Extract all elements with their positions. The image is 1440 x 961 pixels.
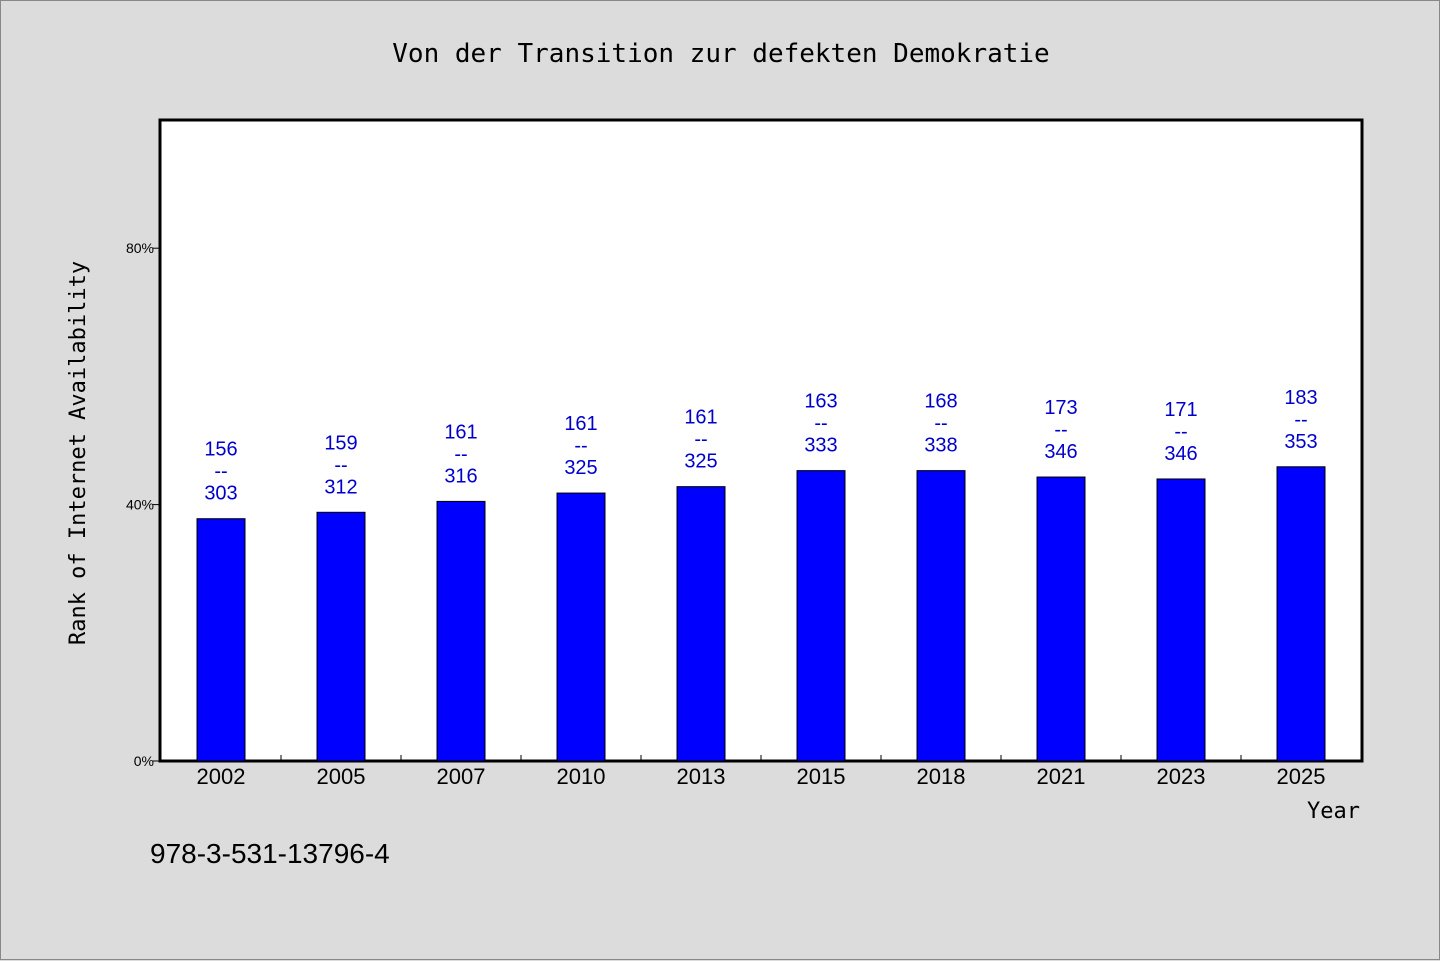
- data-label-top-2013: 161: [684, 407, 717, 429]
- data-label-top-2025: 183: [1284, 387, 1317, 409]
- y-tick-label-40: 40%: [126, 497, 154, 513]
- bar-2023: [1156, 478, 1206, 762]
- data-label-top-2010: 161: [564, 413, 597, 435]
- x-tick-label-2013: 2013: [677, 764, 726, 789]
- bar-2021: [1036, 476, 1086, 762]
- x-tick-label-2002: 2002: [197, 764, 246, 789]
- data-label-bottom-2002: 303: [204, 483, 237, 505]
- data-label-bottom-2010: 325: [564, 457, 597, 479]
- data-label-bottom-2007: 316: [444, 465, 477, 487]
- y-axis-label: Rank of Internet Availability: [66, 261, 91, 645]
- data-label-top-2002: 156: [204, 439, 237, 461]
- data-label-bottom-2013: 325: [684, 451, 717, 473]
- bars-group: [196, 466, 1326, 762]
- data-label-sep-2021: --: [1054, 419, 1067, 441]
- data-label-top-2005: 159: [324, 432, 357, 454]
- data-label-top-2018: 168: [924, 391, 957, 413]
- data-label-top-2015: 163: [804, 391, 837, 413]
- x-axis: 2002 2005 2007 2010 2013 2015 2018 2021 2023 2025: [197, 755, 1326, 789]
- data-label-sep-2002: --: [214, 461, 227, 483]
- data-label-sep-2007: --: [454, 443, 467, 465]
- data-label-sep-2010: --: [574, 435, 587, 457]
- data-label-sep-2005: --: [334, 454, 347, 476]
- x-tick-label-2025: 2025: [1277, 764, 1326, 789]
- data-label-sep-2013: --: [694, 429, 707, 451]
- x-tick-label-2021: 2021: [1037, 764, 1086, 789]
- bar-2018: [916, 470, 966, 762]
- data-label-bottom-2025: 353: [1284, 431, 1317, 453]
- x-tick-label-2023: 2023: [1157, 764, 1206, 789]
- data-label-bottom-2021: 346: [1044, 441, 1077, 463]
- data-label-bottom-2005: 312: [324, 476, 357, 498]
- x-axis-label: Year: [1307, 799, 1360, 824]
- y-tick-label-80: 80%: [126, 240, 154, 256]
- data-labels-group: 303--156312--159316--161325--161325--161…: [204, 387, 1317, 505]
- data-label-bottom-2015: 333: [804, 435, 837, 457]
- data-label-sep-2025: --: [1294, 409, 1307, 431]
- x-tick-label-2007: 2007: [437, 764, 486, 789]
- data-label-sep-2023: --: [1174, 421, 1187, 443]
- data-label-sep-2015: --: [814, 413, 827, 435]
- data-label-top-2007: 161: [444, 421, 477, 443]
- data-label-bottom-2023: 346: [1164, 443, 1197, 465]
- bar-2013: [676, 486, 726, 762]
- data-label-top-2021: 173: [1044, 397, 1077, 419]
- y-axis: 0% 40% 80%: [126, 240, 161, 769]
- y-tick-label-0: 0%: [134, 753, 154, 769]
- chart-title: Von der Transition zur defekten Demokrat…: [392, 39, 1049, 69]
- data-label-sep-2018: --: [934, 413, 947, 435]
- data-label-top-2023: 171: [1164, 399, 1197, 421]
- bar-2010: [556, 492, 606, 762]
- x-tick-label-2015: 2015: [797, 764, 846, 789]
- bar-2005: [316, 511, 366, 762]
- bar-2025: [1276, 466, 1326, 762]
- x-tick-label-2005: 2005: [317, 764, 366, 789]
- data-label-bottom-2018: 338: [924, 435, 957, 457]
- bar-2002: [196, 518, 246, 762]
- bar-2015: [796, 470, 846, 762]
- bar-2007: [436, 500, 486, 762]
- x-tick-label-2010: 2010: [557, 764, 606, 789]
- isbn-footer: 978-3-531-13796-4: [150, 838, 390, 869]
- x-tick-label-2018: 2018: [917, 764, 966, 789]
